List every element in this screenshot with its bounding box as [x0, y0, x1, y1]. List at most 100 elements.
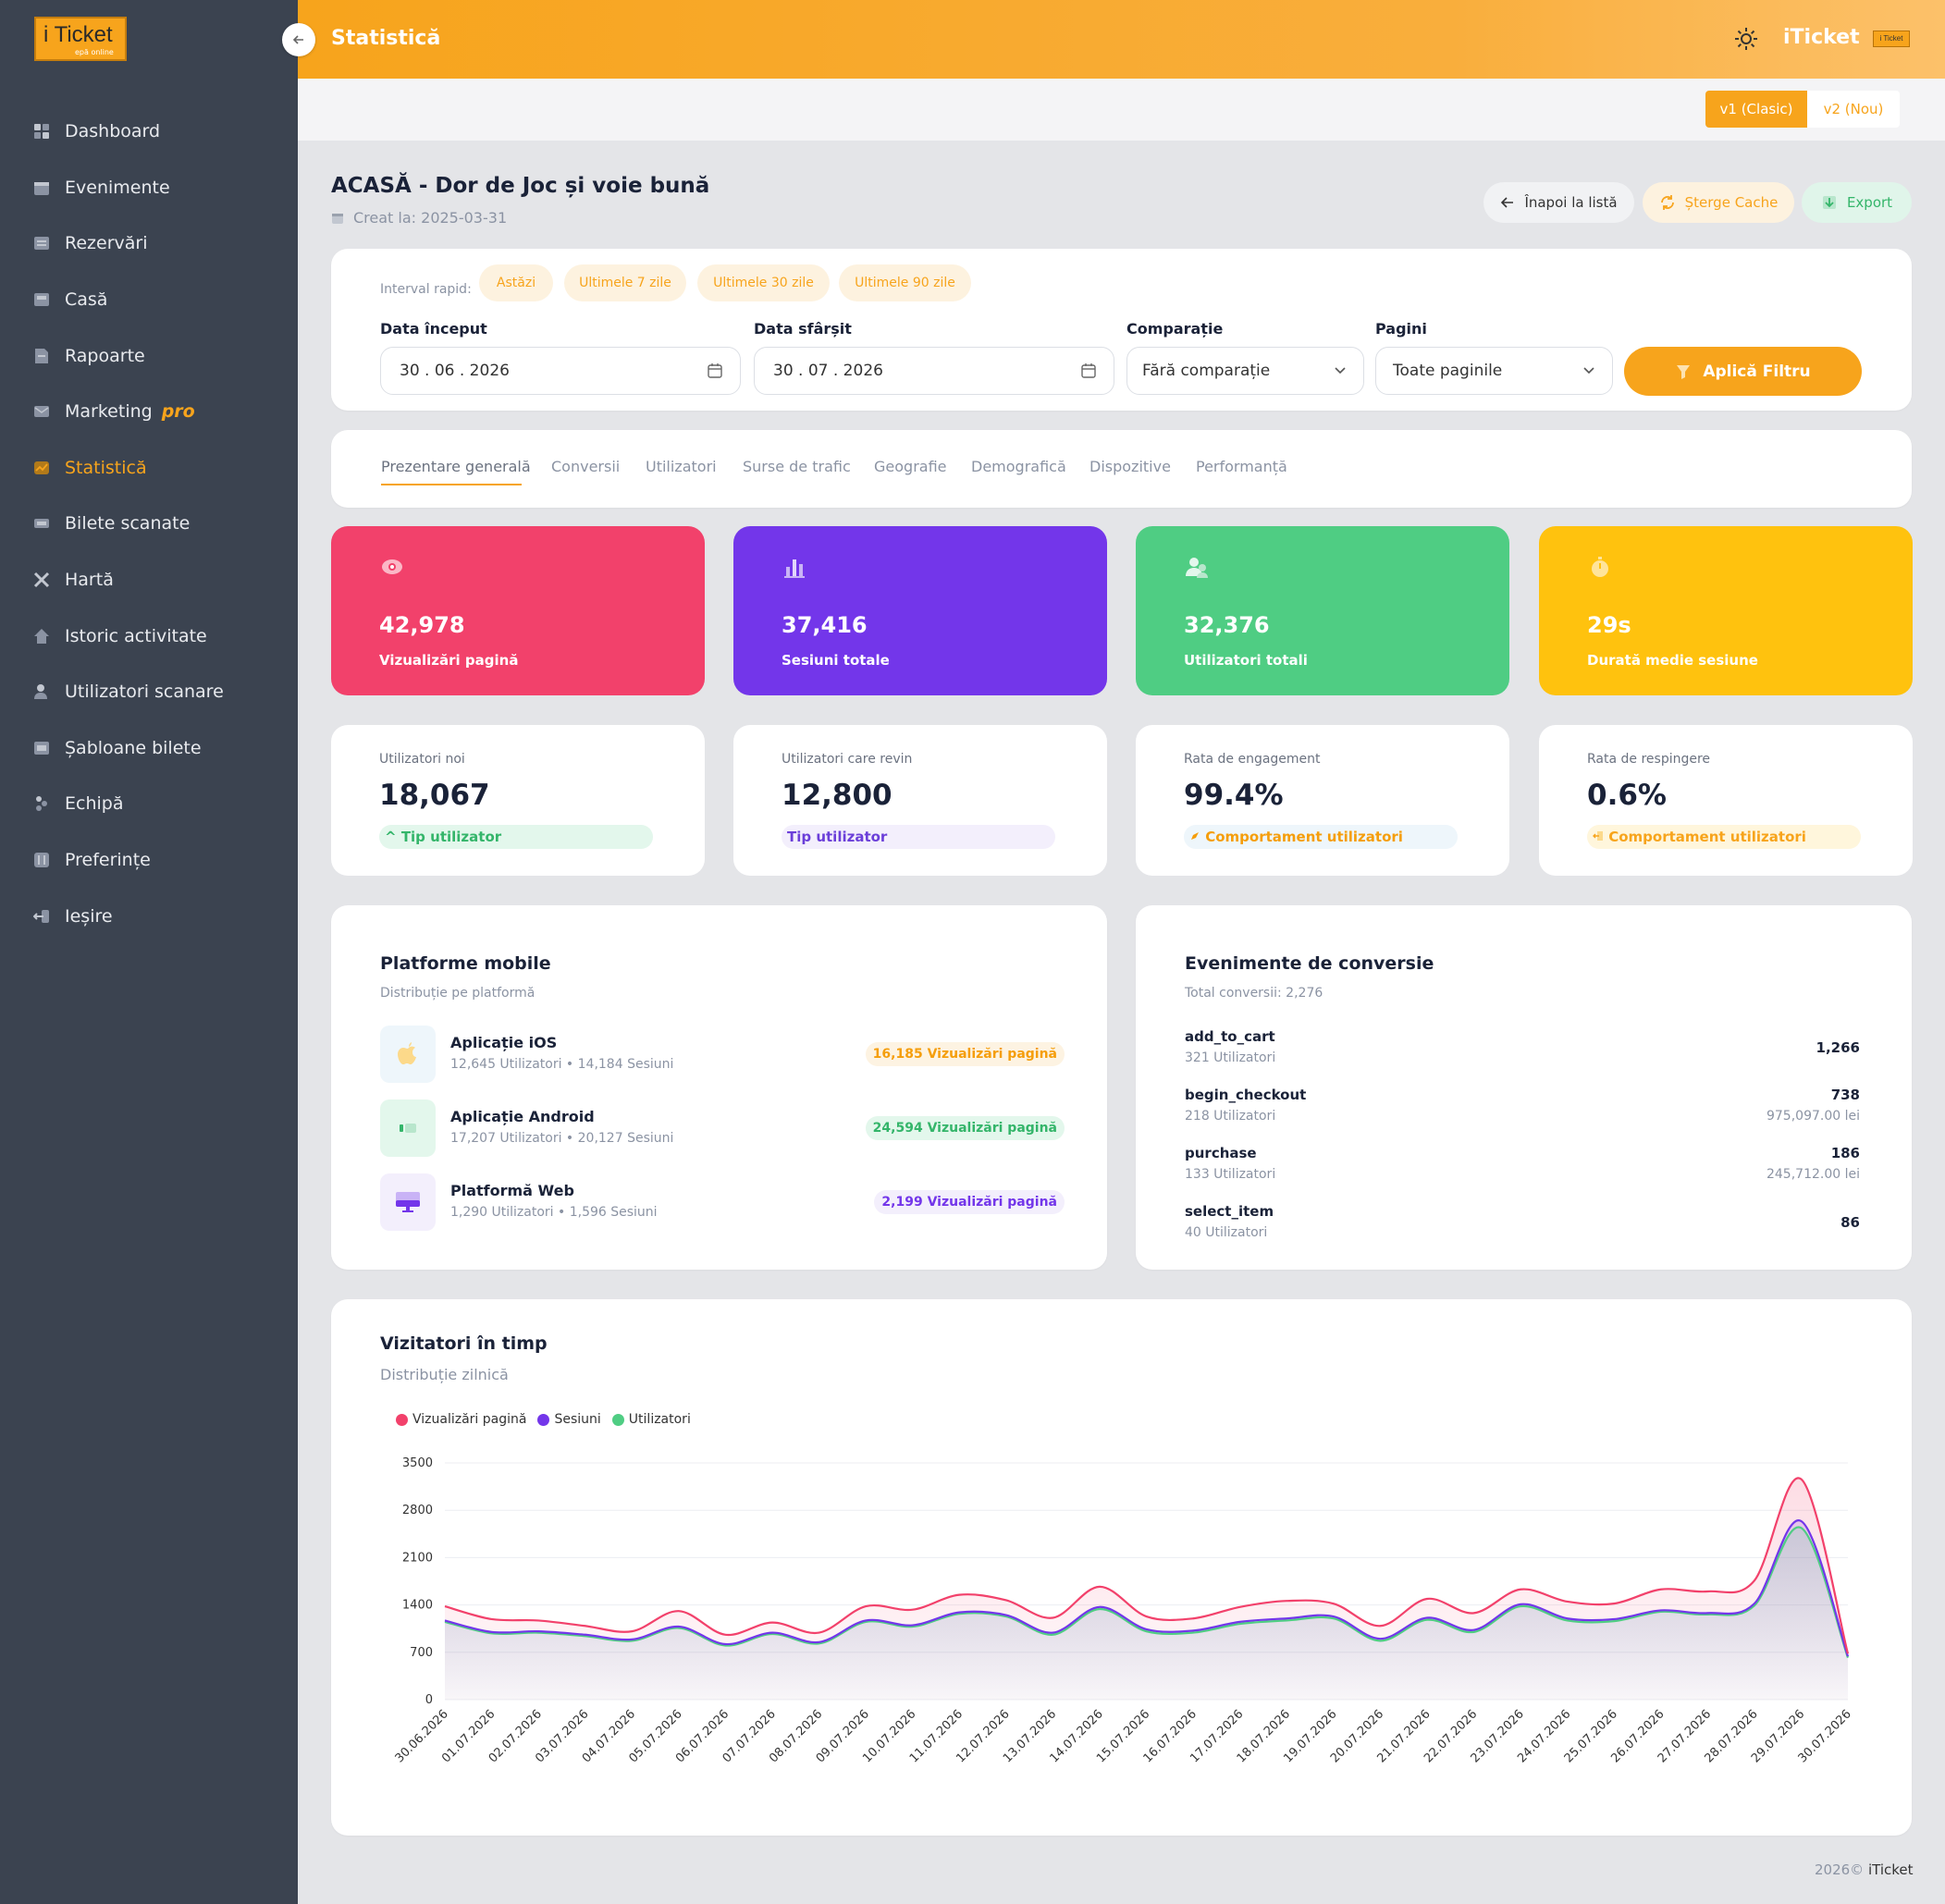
comparison-label: Comparație — [1126, 320, 1224, 338]
tab-demographics[interactable]: Demografică — [971, 458, 1066, 475]
metric-value: 12,800 — [782, 779, 892, 812]
quick-range-30-days[interactable]: Ultimele 30 zile — [697, 264, 830, 301]
comparison-select[interactable]: Fără comparație — [1126, 347, 1364, 395]
legend-item-users[interactable]: Utilizatori — [611, 1412, 691, 1427]
sidebar-item-sabloane-bilete[interactable]: Șabloane bilete — [0, 720, 298, 777]
quick-range-today[interactable]: Astăzi — [479, 264, 553, 301]
version-v2-button[interactable]: v2 (Nou) — [1807, 91, 1900, 128]
sidebar-item-utilizatori-scanare[interactable]: Utilizatori scanare — [0, 664, 298, 720]
logo-text: i Ticket — [43, 22, 113, 47]
end-date-value: 30 . 07 . 2026 — [773, 362, 883, 380]
calendar-icon — [33, 179, 50, 196]
legend-item-sessions[interactable]: Sesiuni — [537, 1412, 601, 1427]
back-to-list-button[interactable]: Înapoi la listă — [1483, 182, 1634, 223]
sidebar-item-evenimente[interactable]: Evenimente — [0, 160, 298, 216]
calendar-icon[interactable] — [707, 348, 723, 394]
quick-range-7-days[interactable]: Ultimele 7 zile — [564, 264, 686, 301]
y-tick-label: 3500 — [402, 1456, 433, 1470]
clear-cache-label: Șterge Cache — [1684, 194, 1779, 211]
sidebar-item-echipa[interactable]: Echipă — [0, 776, 298, 832]
tab-geography[interactable]: Geografie — [874, 458, 947, 475]
calendar-icon[interactable] — [1080, 348, 1097, 394]
platform-meta: 17,207 Utilizatori • 20,127 Sesiuni — [450, 1131, 674, 1146]
visitors-chart-card: Vizitatori în timp Distribuție zilnică V… — [331, 1299, 1912, 1836]
sidebar-item-casa[interactable]: Casă — [0, 272, 298, 328]
conversion-users: 40 Utilizatori — [1185, 1225, 1268, 1240]
created-date: Creat la: 2025-03-31 — [331, 209, 507, 227]
y-tick-label: 1400 — [402, 1599, 433, 1613]
tab-performance[interactable]: Performanță — [1196, 458, 1287, 475]
mail-icon — [33, 403, 50, 420]
end-date-label: Data sfârșit — [754, 320, 852, 338]
start-date-input[interactable]: 30 . 06 . 2026 — [380, 347, 741, 395]
platform-name: Platformă Web — [450, 1182, 574, 1199]
end-date-input[interactable]: 30 . 07 . 2026 — [754, 347, 1114, 395]
stat-card-session-duration: 29s Durată medie sesiune — [1539, 526, 1913, 695]
tab-overview[interactable]: Prezentare generală — [381, 458, 531, 475]
version-v1-button[interactable]: v1 (Clasic) — [1705, 91, 1807, 128]
chevron-down-icon — [1334, 348, 1347, 394]
collapse-sidebar-button[interactable] — [282, 23, 315, 56]
conversion-row: select_item 40 Utilizatori 86 — [1185, 1203, 1860, 1249]
dashboard-icon — [33, 123, 50, 140]
tab-traffic-sources[interactable]: Surse de trafic — [743, 458, 851, 475]
comparison-value: Fără comparație — [1142, 362, 1271, 380]
sidebar-item-marketing[interactable]: Marketing pro — [0, 384, 298, 440]
clear-cache-button[interactable]: Șterge Cache — [1643, 182, 1794, 223]
user-icon — [33, 683, 50, 700]
sidebar-item-rapoarte[interactable]: Rapoarte — [0, 327, 298, 384]
sidebar-item-label: Statistică — [65, 457, 147, 478]
chart-title: Vizitatori în timp — [380, 1333, 548, 1354]
conversion-revenue: 245,712.00 lei — [1766, 1167, 1860, 1182]
series-area-2 — [445, 1527, 1848, 1700]
arrow-up-icon: ^ — [385, 829, 397, 845]
team-icon — [33, 795, 50, 812]
conversion-row: purchase 133 Utilizatori 186 245,712.00 … — [1185, 1145, 1860, 1191]
series-line-2 — [444, 1526, 1850, 1659]
brand-name: iTicket — [1783, 26, 1860, 49]
section-title: Platforme mobile — [380, 953, 551, 974]
sidebar-item-preferinte[interactable]: Preferințe — [0, 832, 298, 889]
bar-chart-icon — [784, 559, 805, 578]
conversion-name: add_to_cart — [1185, 1028, 1275, 1045]
tab-conversions[interactable]: Conversii — [551, 458, 621, 475]
platform-meta: 1,290 Utilizatori • 1,596 Sesiuni — [450, 1205, 658, 1220]
legend-item-pageviews[interactable]: Vizualizări pagină — [396, 1412, 526, 1427]
sidebar-item-label: Utilizatori scanare — [65, 682, 224, 703]
user-avatar[interactable]: i Ticket — [1873, 31, 1910, 47]
sidebar-item-harta[interactable]: Hartă — [0, 552, 298, 608]
conversion-count: 86 — [1840, 1214, 1860, 1231]
sidebar-item-istoric-activitate[interactable]: Istoric activitate — [0, 608, 298, 664]
sidebar-item-dashboard[interactable]: Dashboard — [0, 104, 298, 160]
export-button[interactable]: Export — [1802, 182, 1912, 223]
conversion-count: 1,266 — [1816, 1039, 1860, 1056]
pages-select[interactable]: Toate paginile — [1375, 347, 1613, 395]
sidebar-item-statistica[interactable]: Statistică — [0, 440, 298, 497]
platform-pageviews-badge: 16,185 Vizualizări pagină — [865, 1042, 1065, 1066]
sidebar-item-iesire[interactable]: Ieșire — [0, 888, 298, 944]
y-tick-label: 700 — [410, 1646, 433, 1660]
footer: 2026© iTicket — [1815, 1861, 1914, 1878]
metric-badge: Tip utilizator — [782, 825, 1055, 849]
tab-devices[interactable]: Dispozitive — [1089, 458, 1171, 475]
users-icon — [1186, 558, 1208, 578]
stopwatch-icon — [1592, 557, 1608, 577]
logo[interactable]: i Ticket epă online — [34, 17, 127, 61]
tab-users[interactable]: Utilizatori — [646, 458, 717, 475]
sidebar-item-bilete-scanate[interactable]: Bilete scanate — [0, 496, 298, 552]
sidebar-nav: Dashboard Evenimente Rezervări Casă Rapoarte… — [0, 104, 298, 944]
sidebar-item-rezervari[interactable]: Rezervări — [0, 215, 298, 272]
sidebar-item-label: Echipă — [65, 793, 124, 815]
pages-label: Pagini — [1375, 320, 1427, 338]
conversion-row: begin_checkout 218 Utilizatori 738 975,0… — [1185, 1087, 1860, 1133]
sidebar-item-label: Rezervări — [65, 233, 148, 254]
chart-icon — [33, 460, 50, 476]
platform-pageviews-badge: 24,594 Vizualizări pagină — [865, 1116, 1065, 1140]
logout-icon — [33, 908, 50, 925]
chart-legend: Vizualizări pagină Sesiuni Utilizatori — [396, 1412, 691, 1427]
conversion-count: 738 — [1830, 1087, 1860, 1103]
sun-icon[interactable] — [1733, 26, 1759, 52]
apply-filter-button[interactable]: Aplică Filtru — [1624, 347, 1862, 396]
quick-range-90-days[interactable]: Ultimele 90 zile — [839, 264, 971, 301]
created-date-text: Creat la: 2025-03-31 — [353, 209, 508, 227]
